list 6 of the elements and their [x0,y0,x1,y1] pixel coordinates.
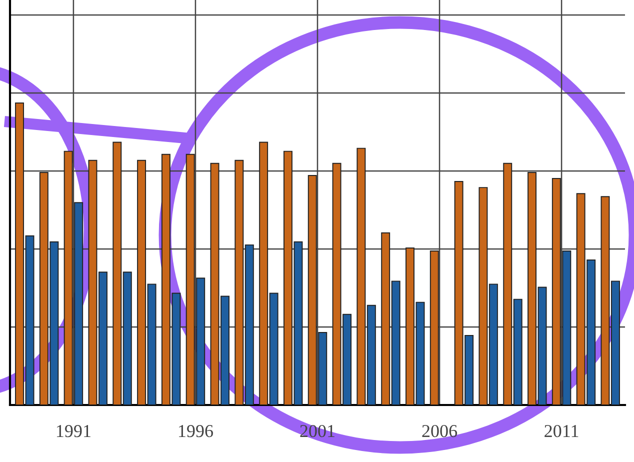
x-tick-label: 2011 [544,424,578,438]
x-tick-label: 2006 [422,424,458,438]
x-tick-label: 2001 [300,424,334,438]
x-tick-label: 1991 [56,425,90,438]
bar [430,250,439,405]
x-tick-label: 1996 [179,425,213,438]
